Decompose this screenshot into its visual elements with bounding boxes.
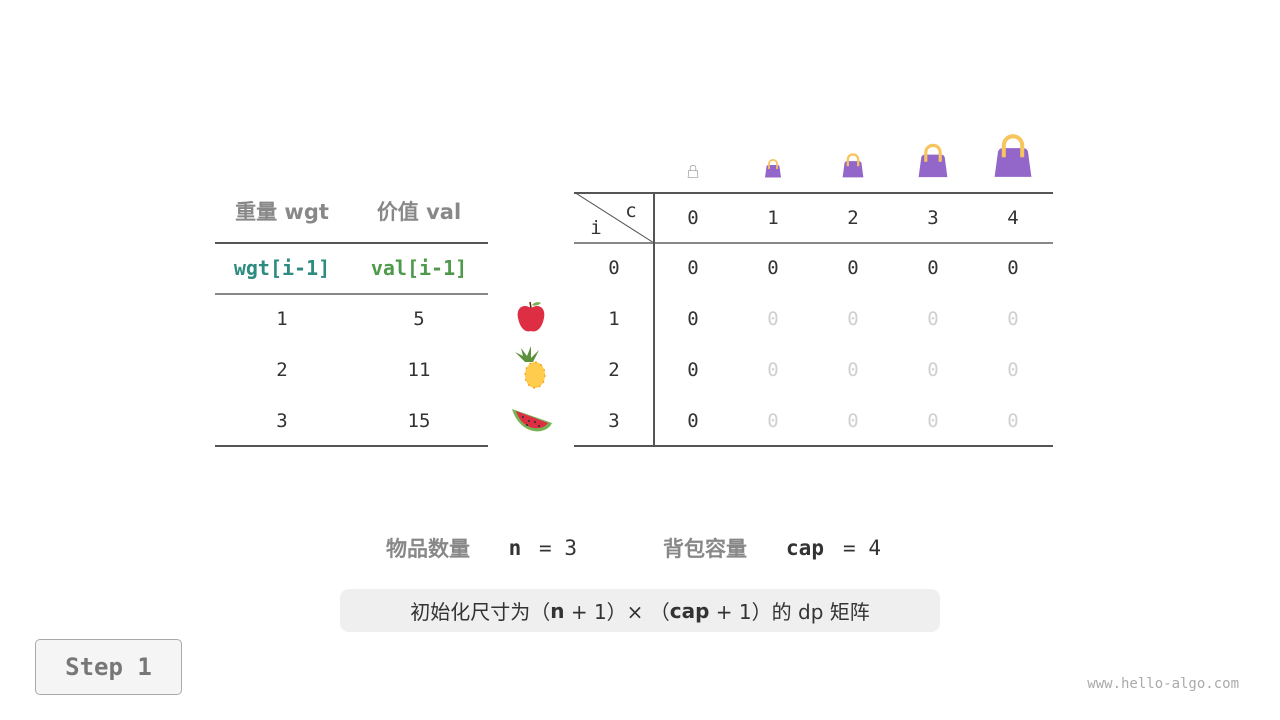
dp-cell: 0 bbox=[927, 410, 939, 432]
divider bbox=[574, 192, 1053, 194]
divider bbox=[215, 293, 488, 295]
weight-cell: 2 bbox=[276, 359, 288, 381]
dp-cell: 0 bbox=[927, 257, 939, 279]
divider bbox=[215, 242, 488, 244]
col-header: 0 bbox=[687, 207, 699, 229]
col-header: 2 bbox=[847, 207, 859, 229]
dp-cell: 0 bbox=[767, 308, 779, 330]
header-value: 价值 val bbox=[376, 200, 462, 224]
bag-icon bbox=[918, 143, 948, 178]
dp-cell: 0 bbox=[927, 359, 939, 381]
dp-cell: 0 bbox=[847, 410, 859, 432]
apple-icon bbox=[517, 301, 545, 332]
col-header: 3 bbox=[927, 207, 939, 229]
row-header: 0 bbox=[608, 257, 620, 279]
cap-value: = 4 bbox=[843, 536, 881, 560]
watermelon-icon bbox=[512, 409, 552, 432]
cap-var: cap bbox=[786, 536, 824, 560]
dp-cell: 0 bbox=[767, 257, 779, 279]
n-value: = 3 bbox=[539, 536, 577, 560]
value-cell: 11 bbox=[407, 359, 431, 381]
bag-icon bbox=[842, 153, 864, 178]
watermark: www.hello-algo.com bbox=[1087, 676, 1239, 692]
dp-cell: 0 bbox=[1007, 308, 1019, 330]
col-header: 4 bbox=[1007, 207, 1019, 229]
note-cap: cap bbox=[669, 598, 710, 623]
bag-icon bbox=[994, 134, 1032, 177]
dp-cell: 0 bbox=[1007, 257, 1019, 279]
dp-cell: 0 bbox=[1007, 359, 1019, 381]
description-note: 初始化尺寸为（ n + 1）× （cap + 1）的 dp 矩阵 bbox=[340, 589, 940, 632]
dp-cell: 0 bbox=[847, 257, 859, 279]
note-text: + 1）的 dp 矩阵 bbox=[709, 600, 870, 624]
n-var: n bbox=[508, 536, 522, 560]
weight-cell: 3 bbox=[276, 410, 288, 432]
dp-cell: 0 bbox=[847, 308, 859, 330]
dp-cell: 0 bbox=[687, 359, 699, 381]
row-header: 2 bbox=[608, 359, 620, 381]
dp-cell: 0 bbox=[767, 410, 779, 432]
subheader-wgt: wgt[i-1] bbox=[233, 256, 331, 280]
divider bbox=[574, 242, 1053, 244]
subheader-val: val[i-1] bbox=[370, 256, 468, 280]
corner-diagonal bbox=[574, 192, 654, 244]
note-text: + 1）× （ bbox=[564, 600, 670, 624]
empty-bag-icon bbox=[687, 165, 699, 178]
dp-cell: 0 bbox=[687, 257, 699, 279]
bag-icon bbox=[765, 159, 781, 178]
col-header: 1 bbox=[767, 207, 779, 229]
corner-c-label: c bbox=[625, 200, 637, 222]
divider bbox=[574, 445, 1053, 447]
value-cell: 15 bbox=[407, 410, 431, 432]
dp-cell: 0 bbox=[847, 359, 859, 381]
dp-cell: 0 bbox=[687, 308, 699, 330]
dp-cell: 0 bbox=[687, 410, 699, 432]
note-n: n bbox=[550, 598, 565, 623]
note-text: 初始化尺寸为（ bbox=[410, 600, 551, 624]
pineapple-icon bbox=[515, 346, 546, 389]
cap-label: 背包容量 bbox=[663, 537, 747, 561]
dp-cell: 0 bbox=[767, 359, 779, 381]
dp-cell: 0 bbox=[1007, 410, 1019, 432]
corner-i-label: i bbox=[590, 217, 602, 239]
divider bbox=[215, 445, 488, 447]
weight-cell: 1 bbox=[276, 308, 288, 330]
divider bbox=[653, 192, 655, 446]
n-label: 物品数量 bbox=[386, 537, 470, 561]
dp-cell: 0 bbox=[927, 308, 939, 330]
step-button[interactable]: Step 1 bbox=[35, 639, 182, 695]
header-weight: 重量 wgt bbox=[235, 200, 329, 224]
row-header: 1 bbox=[608, 308, 620, 330]
row-header: 3 bbox=[608, 410, 620, 432]
value-cell: 5 bbox=[413, 308, 425, 330]
